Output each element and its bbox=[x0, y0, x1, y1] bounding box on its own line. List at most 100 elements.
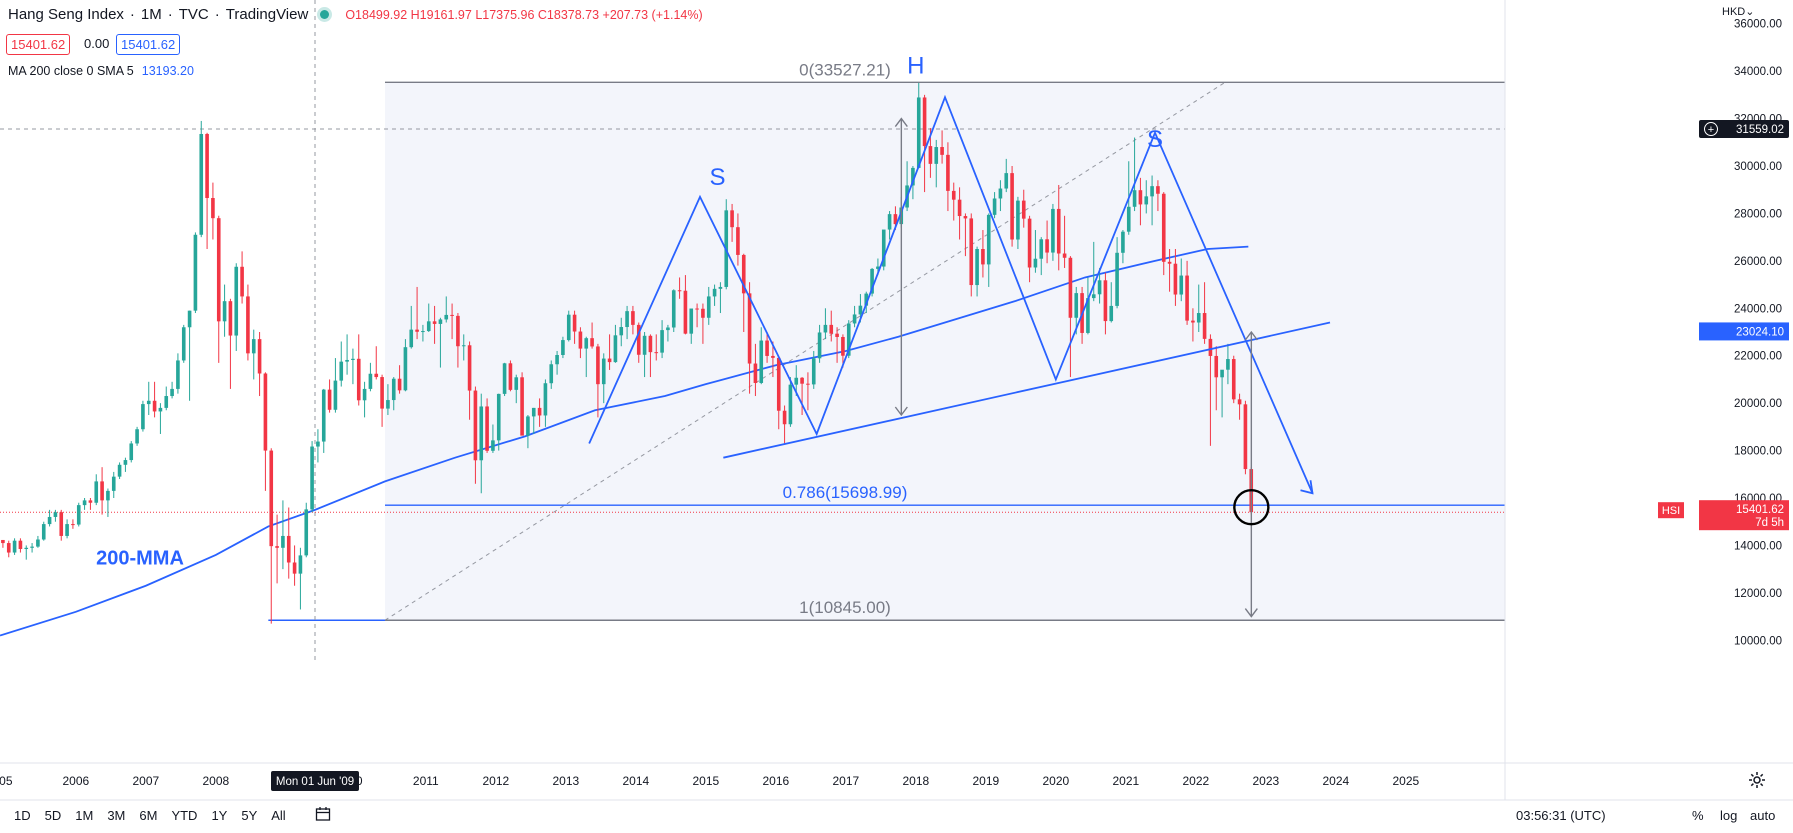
candle-body bbox=[1132, 190, 1137, 207]
candle-body bbox=[648, 335, 653, 353]
candle-body bbox=[234, 266, 239, 336]
candle-body bbox=[1062, 253, 1067, 258]
range-button-all[interactable]: All bbox=[271, 807, 286, 823]
range-button-1m[interactable]: 1M bbox=[75, 807, 94, 823]
buy-price-box[interactable]: 15401.62 bbox=[116, 34, 181, 55]
candle-body bbox=[596, 346, 600, 385]
candle-body bbox=[41, 524, 46, 540]
low-value: L17375.96 bbox=[475, 7, 535, 22]
pattern-arrow-head bbox=[1300, 480, 1314, 495]
x-tick-label: 2017 bbox=[832, 774, 859, 788]
y-tick-label: 36000.00 bbox=[1734, 19, 1782, 31]
plus-icon bbox=[1704, 122, 1718, 137]
range-toolbar: 1D 5D 1M 3M 6M YTD 1Y 5Y All bbox=[0, 802, 286, 828]
y-tick-label: 24000.00 bbox=[1734, 303, 1782, 315]
candle-body bbox=[858, 305, 863, 315]
symbol-tag-label: HSI bbox=[1662, 505, 1680, 517]
candle-body bbox=[211, 198, 215, 219]
candle-body bbox=[421, 331, 425, 333]
candle-body bbox=[491, 440, 495, 451]
candle-body bbox=[1, 539, 5, 544]
candle-body bbox=[327, 389, 332, 410]
candle-body bbox=[975, 249, 979, 286]
y-tick-label: 18000.00 bbox=[1734, 446, 1782, 458]
candle-body bbox=[531, 407, 536, 417]
log-toggle[interactable]: log bbox=[1720, 807, 1738, 823]
candle-body bbox=[584, 338, 589, 349]
candle-body bbox=[65, 524, 69, 536]
settings-icon[interactable] bbox=[1748, 771, 1766, 794]
candle-body bbox=[823, 324, 828, 333]
currency-selector[interactable]: HKD⌄ bbox=[1722, 5, 1754, 18]
candle-body bbox=[998, 188, 1003, 199]
candle-body bbox=[1027, 218, 1032, 268]
interval-label[interactable]: 1M bbox=[140, 6, 162, 23]
y-tick-label: 10000.00 bbox=[1734, 635, 1782, 647]
candle-body bbox=[426, 321, 431, 332]
candle-body bbox=[1109, 305, 1114, 322]
crosshair-price-label: 31559.02 bbox=[1736, 124, 1784, 136]
x-tick-label: 2012 bbox=[482, 774, 509, 788]
range-button-5y[interactable]: 5Y bbox=[241, 807, 258, 823]
range-button-6m[interactable]: 6M bbox=[139, 807, 158, 823]
candle-body bbox=[969, 218, 974, 286]
range-button-3m[interactable]: 3M bbox=[107, 807, 126, 823]
ma-price-label: 23024.10 bbox=[1736, 326, 1784, 338]
candle-body bbox=[741, 254, 746, 294]
candle-body bbox=[467, 345, 472, 391]
candle-body bbox=[269, 450, 274, 547]
symbol-name[interactable]: Hang Seng Index bbox=[8, 6, 124, 23]
candle-body bbox=[304, 509, 309, 556]
projection-arrow-bottom bbox=[894, 406, 908, 417]
candle-body bbox=[397, 378, 402, 391]
candle-body bbox=[788, 384, 793, 425]
candle-body bbox=[257, 339, 262, 374]
last-price-label: 15401.62 bbox=[1736, 504, 1784, 516]
clock-readout: 03:56:31 (UTC) bbox=[1516, 807, 1606, 823]
candle-body bbox=[292, 562, 297, 574]
candle-body bbox=[514, 377, 519, 390]
candle-body bbox=[1231, 359, 1236, 400]
indicator-legend[interactable]: MA 200 close 0 SMA 5 13193.20 bbox=[8, 64, 194, 78]
close-value: C18378.73 bbox=[537, 7, 600, 22]
chevron-down-icon: ⌄ bbox=[1745, 6, 1755, 18]
y-tick-label: 26000.00 bbox=[1734, 256, 1782, 268]
calendar-icon[interactable] bbox=[315, 806, 331, 827]
auto-toggle[interactable]: auto bbox=[1750, 807, 1776, 823]
percent-toggle[interactable]: % bbox=[1692, 807, 1704, 823]
hs-pattern-line bbox=[588, 94, 1314, 494]
candle-body bbox=[76, 505, 81, 525]
fib-level-label: 1(10845.00) bbox=[799, 598, 891, 617]
range-button-1y[interactable]: 1Y bbox=[211, 807, 228, 823]
candle-body bbox=[835, 333, 839, 337]
candle-body bbox=[129, 443, 134, 461]
candle-body bbox=[718, 286, 723, 289]
range-button-ytd[interactable]: YTD bbox=[171, 807, 198, 823]
candle-body bbox=[1016, 200, 1020, 240]
candle-body bbox=[526, 416, 530, 436]
y-tick-label: 30000.00 bbox=[1734, 161, 1782, 173]
range-button-5d[interactable]: 5D bbox=[44, 807, 62, 823]
axes-layer: 10000.0012000.0014000.0016000.0018000.00… bbox=[0, 0, 1793, 801]
candle-body bbox=[1202, 313, 1207, 339]
x-tick-label: 2006 bbox=[62, 774, 89, 788]
candle-body bbox=[415, 329, 419, 332]
candle-body bbox=[1237, 399, 1242, 405]
candle-body bbox=[893, 214, 898, 225]
candle-body bbox=[1167, 261, 1172, 264]
sell-price-box[interactable]: 15401.62 bbox=[6, 34, 71, 55]
candle-body bbox=[1115, 252, 1119, 306]
grid bbox=[0, 0, 1505, 664]
candle-body bbox=[187, 310, 192, 328]
highlight-circle bbox=[1233, 488, 1270, 526]
candle-body bbox=[502, 363, 507, 394]
fib-trend-line bbox=[384, 81, 1226, 621]
range-button-1d[interactable]: 1D bbox=[14, 807, 31, 823]
candle-body bbox=[111, 476, 116, 491]
x-tick-label: 2011 bbox=[413, 774, 439, 788]
candle-body bbox=[391, 378, 396, 401]
candle-body bbox=[1179, 275, 1184, 295]
candle-body bbox=[438, 319, 443, 324]
candle-body bbox=[1021, 200, 1026, 219]
